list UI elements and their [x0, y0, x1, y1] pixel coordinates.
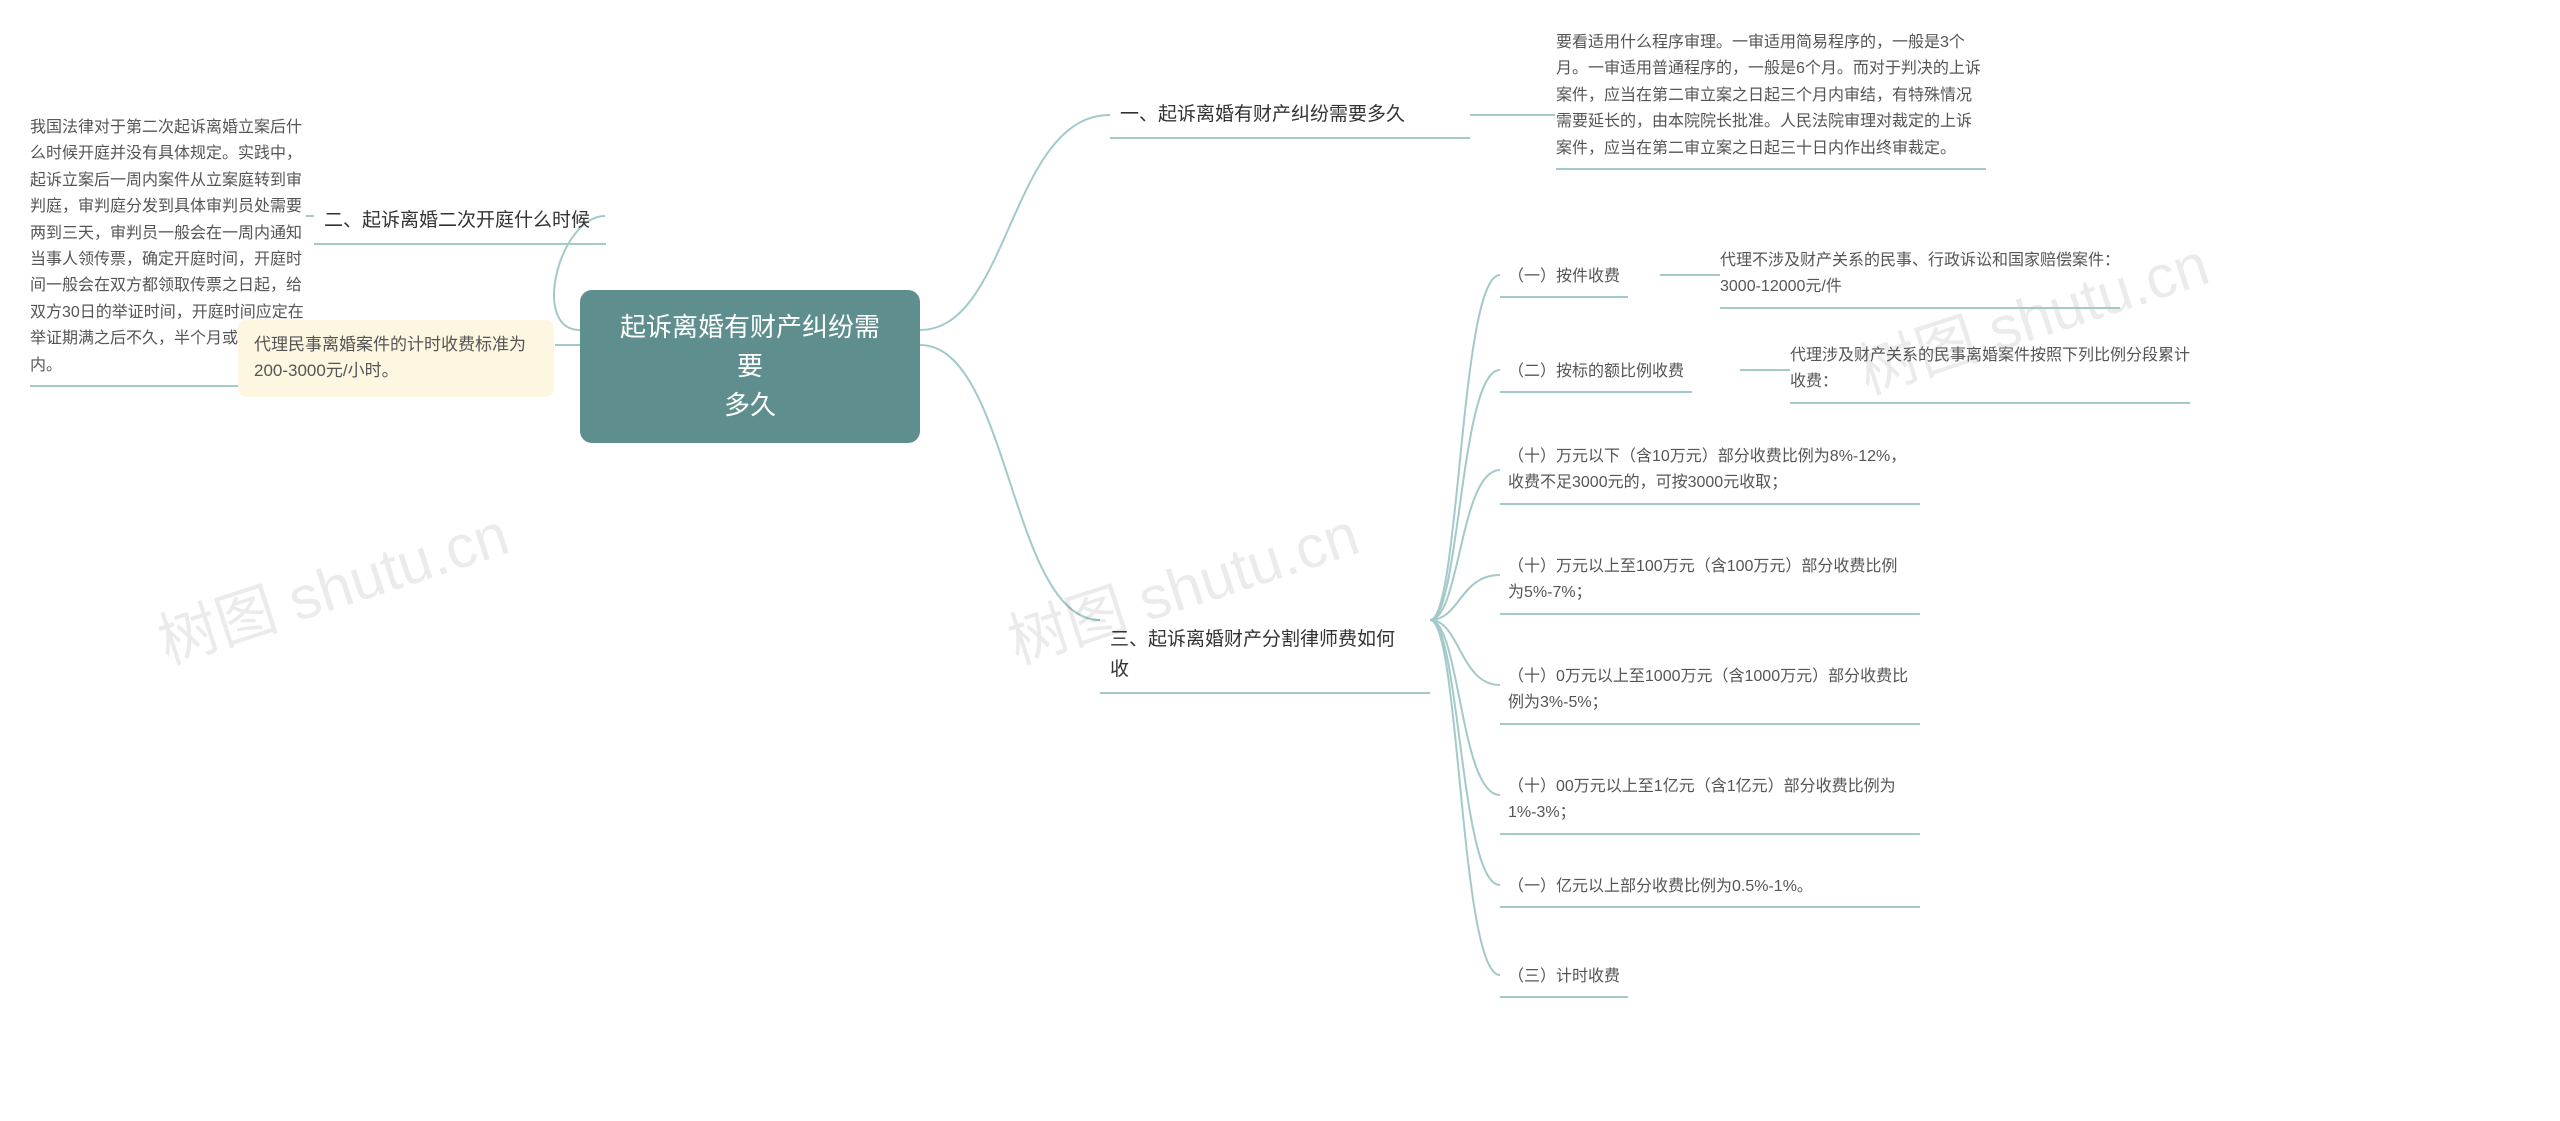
r3-item-1-desc: 代理涉及财产关系的民事离婚案件按照下列比例分段累计收费：	[1790, 343, 2190, 404]
r3-item-4[interactable]: （十）0万元以上至1000万元（含1000万元）部分收费比例为3%-5%；	[1500, 660, 1920, 725]
connector-lines	[0, 0, 2560, 1121]
r3-item-2[interactable]: （十）万元以下（含10万元）部分收费比例为8%-12%，收费不足3000元的，可…	[1500, 440, 1920, 505]
branch-1-label: 一、起诉离婚有财产纠纷需要多久	[1120, 104, 1405, 125]
r3-item-3[interactable]: （十）万元以上至100万元（含100万元）部分收费比例为5%-7%；	[1500, 550, 1920, 615]
branch-1[interactable]: 一、起诉离婚有财产纠纷需要多久	[1110, 94, 1470, 139]
r3-item-6[interactable]: （一）亿元以上部分收费比例为0.5%-1%。	[1500, 870, 1920, 908]
branch-3[interactable]: 三、起诉离婚财产分割律师费如何 收	[1100, 590, 1430, 694]
r3-item-7[interactable]: （三）计时收费	[1500, 960, 1628, 998]
watermark: 树图 shutu.cn	[145, 486, 518, 681]
r3-item-0[interactable]: （一）按件收费	[1500, 260, 1628, 298]
branch-2-label: 二、起诉离婚二次开庭什么时候	[324, 210, 590, 231]
branch-3-label: 三、起诉离婚财产分割律师费如何 收	[1110, 629, 1395, 679]
r3-item-5[interactable]: （十）00万元以上至1亿元（含1亿元）部分收费比例为1%-3%；	[1500, 770, 1920, 835]
center-title: 起诉离婚有财产纠纷需要 多久	[620, 312, 880, 420]
r3-item-0-desc: 代理不涉及财产关系的民事、行政诉讼和国家赔偿案件：3000-12000元/件	[1720, 248, 2120, 309]
hourly-fee[interactable]: 代理民事离婚案件的计时收费标准为200-3000元/小时。	[238, 320, 554, 397]
r3-item-1[interactable]: （二）按标的额比例收费	[1500, 355, 1692, 393]
branch-2[interactable]: 二、起诉离婚二次开庭什么时候	[314, 200, 606, 245]
center-topic[interactable]: 起诉离婚有财产纠纷需要 多久	[580, 290, 920, 443]
branch-1-desc: 要看适用什么程序审理。一审适用简易程序的，一般是3个月。一审适用普通程序的，一般…	[1556, 30, 1986, 170]
hourly-fee-text: 代理民事离婚案件的计时收费标准为200-3000元/小时。	[254, 335, 526, 380]
